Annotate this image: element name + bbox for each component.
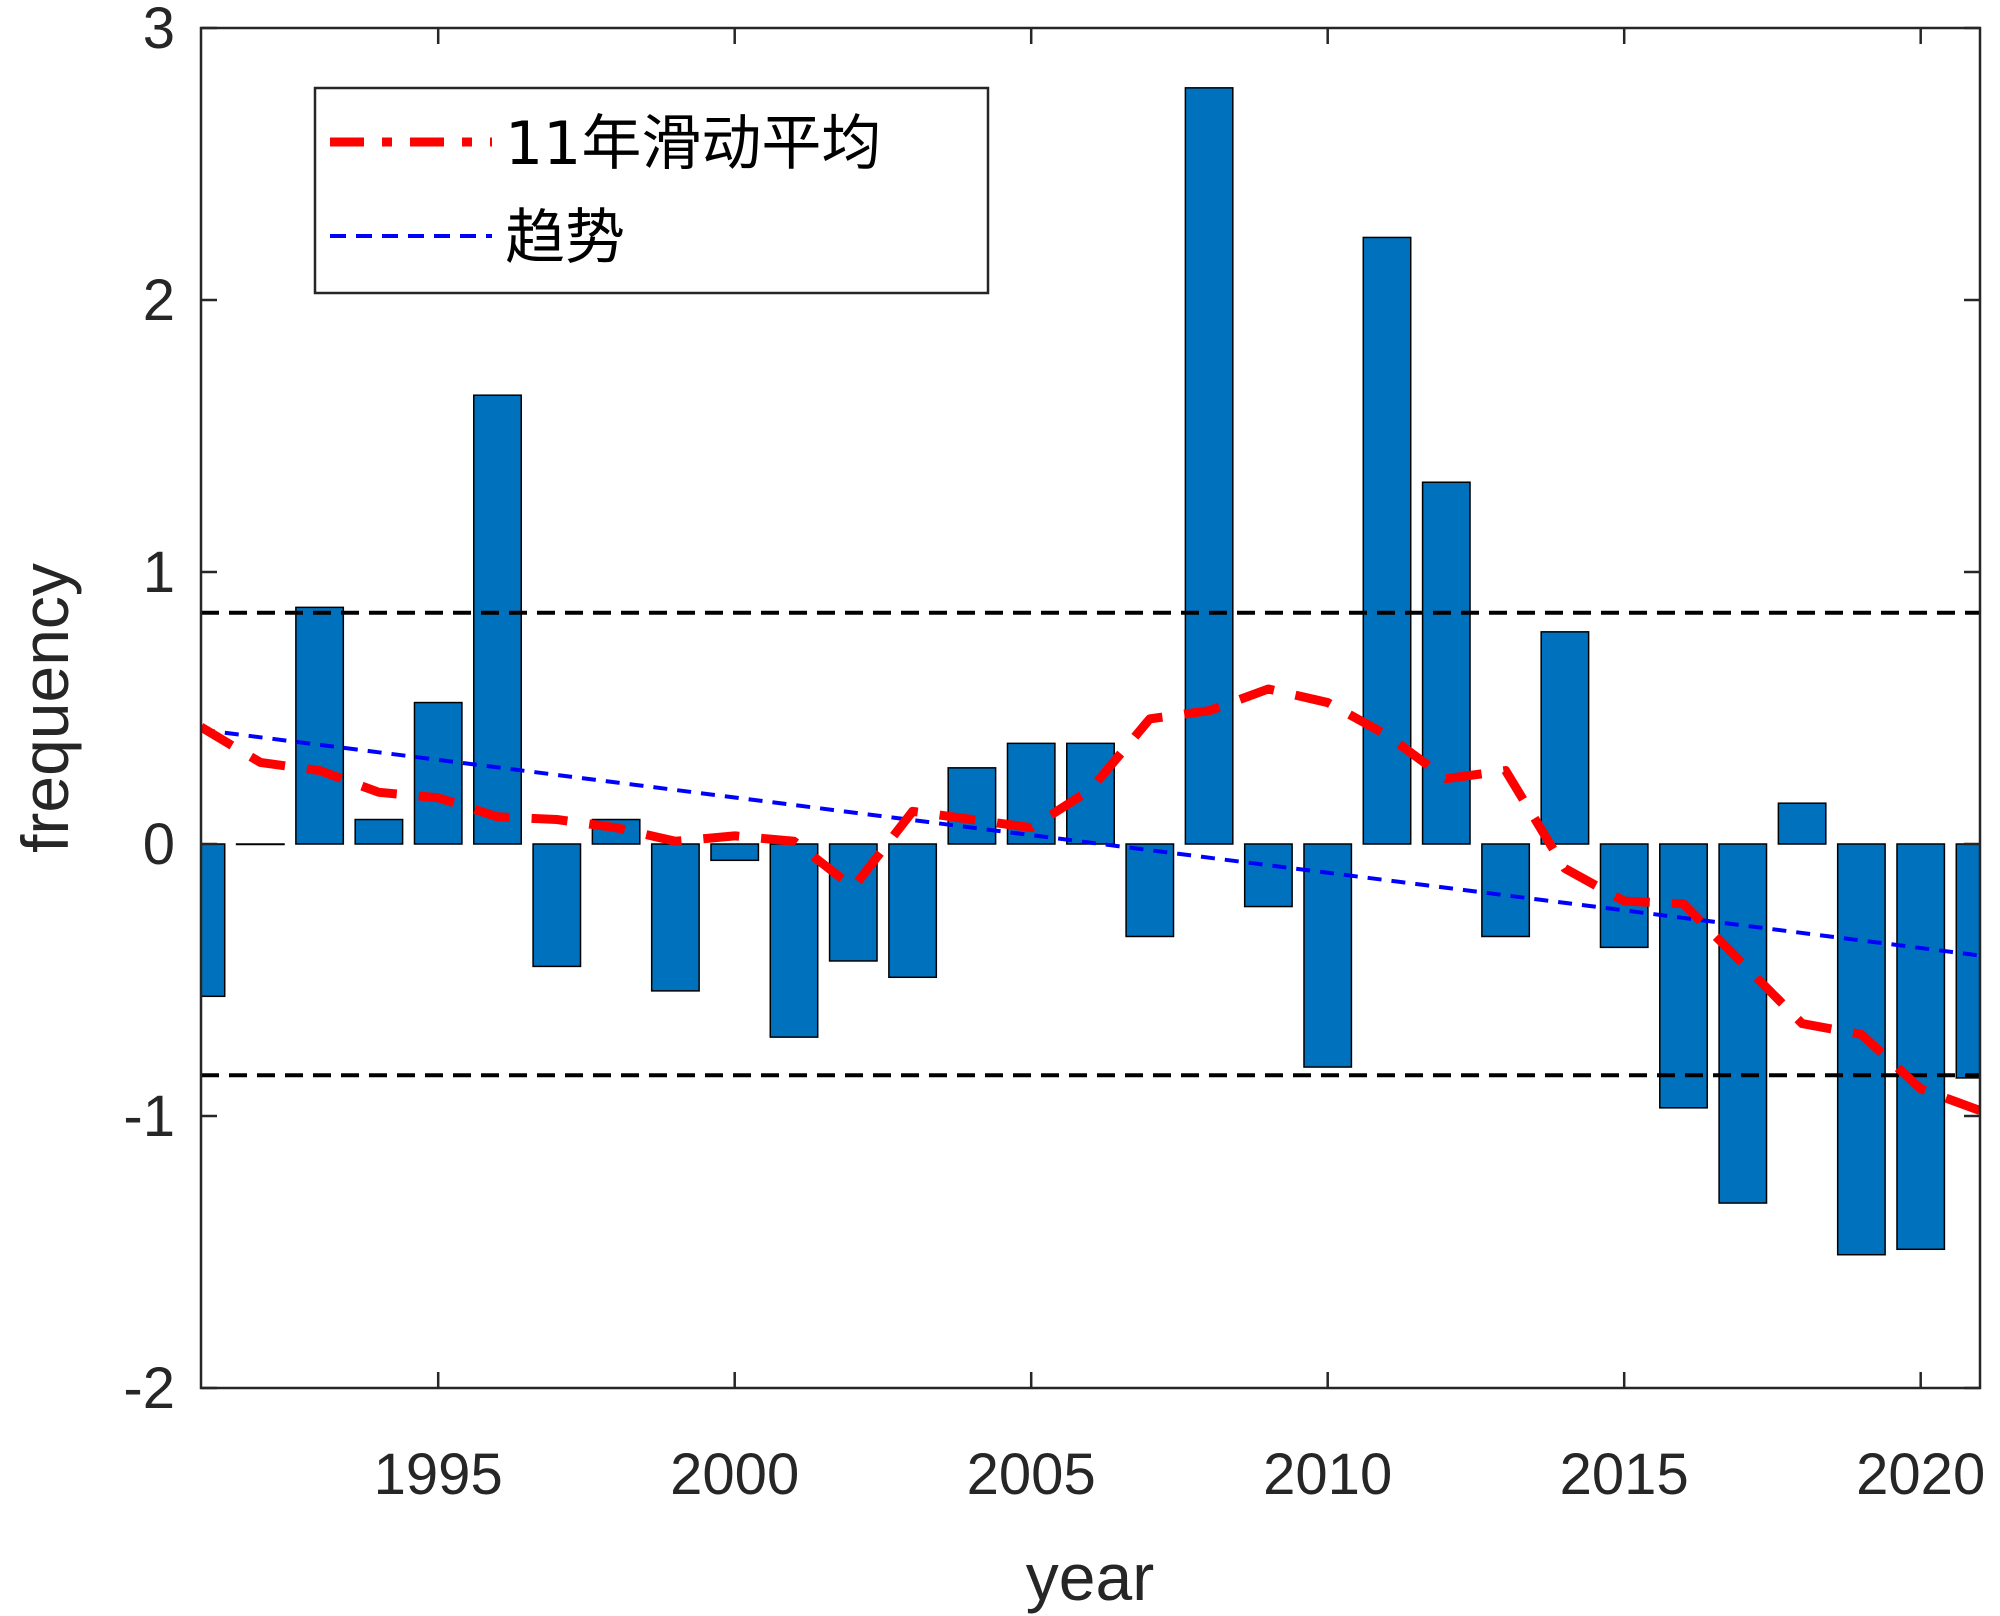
bar-2015 [1599, 843, 1649, 949]
bar-2001 [769, 843, 819, 1038]
bar-2000 [710, 843, 760, 862]
lines-layer [201, 610, 1980, 1115]
x-axis-label: year [1026, 1540, 1154, 1614]
y-tick-label--2: -2 [123, 1356, 175, 1421]
bar-2010 [1303, 843, 1353, 1068]
moving-average-line [201, 684, 1980, 1115]
bar-1994 [354, 818, 404, 845]
bar-1993 [295, 606, 345, 845]
legend-box [313, 86, 990, 295]
x-tick-label-2015: 2015 [1560, 1442, 1689, 1507]
bar-2004 [947, 767, 997, 845]
x-tick-label-2010: 2010 [1263, 1442, 1392, 1507]
bar-1999 [650, 843, 700, 992]
x-tick-label-1995: 1995 [374, 1442, 503, 1507]
bar-2016 [1659, 843, 1708, 1109]
y-tick-label-3: 3 [143, 0, 175, 61]
plot-frame [199, 26, 1982, 1390]
bar-1997 [532, 843, 582, 968]
legend-moving-average-label: 11年滑动平均 [505, 109, 881, 179]
y-tick-label-2: 2 [143, 268, 175, 333]
trend-line [201, 727, 1980, 958]
legend-trend-label: 趋势 [505, 203, 625, 273]
y-tick-label-1: 1 [143, 540, 175, 605]
bar-2012 [1421, 481, 1471, 845]
bar-2008 [1184, 87, 1234, 845]
bar-2021 [1955, 843, 1980, 1079]
bar-2013 [1481, 843, 1531, 938]
bar-2011 [1362, 236, 1412, 845]
bar-1991 [201, 843, 226, 998]
bar-2007 [1125, 843, 1175, 938]
bar-1995 [413, 701, 463, 845]
bar-1996 [473, 394, 522, 845]
bar-1992 [235, 843, 285, 846]
x-tick-label-2020: 2020 [1856, 1442, 1985, 1507]
x-tick-label-2000: 2000 [670, 1442, 799, 1507]
bar-2020 [1896, 843, 1946, 1251]
y-tick-label-0: 0 [143, 812, 175, 877]
y-axis-label: frequency [8, 563, 82, 853]
bar-2014 [1540, 631, 1590, 845]
bar-2006 [1066, 742, 1115, 845]
bar-2017 [1718, 843, 1768, 1204]
bar-2018 [1777, 802, 1827, 845]
y-tick-label--1: -1 [123, 1084, 175, 1149]
legend: 11年滑动平均 趋势 [313, 86, 990, 295]
x-tick-label-2005: 2005 [967, 1442, 1096, 1507]
bars-layer [201, 87, 1980, 1256]
bar-2009 [1243, 843, 1293, 908]
ticks-layer: 1995 2000 2005 2010 2015 2020 -2 -1 0 1 2 3 [123, 0, 1985, 1507]
bar-2003 [888, 843, 938, 979]
